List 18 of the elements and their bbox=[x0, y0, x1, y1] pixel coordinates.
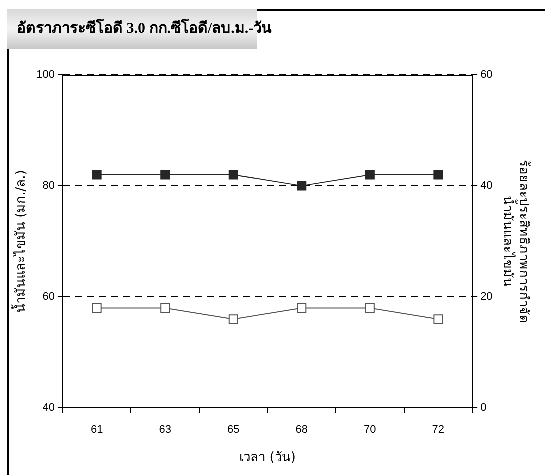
y-tick-label: 80 bbox=[42, 180, 55, 192]
y2-tick-label: 40 bbox=[480, 180, 493, 192]
y-axis-title: น้ำมันและไขมัน (มก./ล.) bbox=[11, 170, 30, 314]
y2-tick-label: 60 bbox=[480, 69, 493, 82]
y2-tick-label: 0 bbox=[480, 402, 487, 414]
y-tick-label: 100 bbox=[36, 69, 55, 82]
x-tick-label: 68 bbox=[296, 424, 308, 436]
x-tick-label: 61 bbox=[90, 424, 104, 436]
y2-axis-title: ร้อยละประสิทธิภาพการกำจัด น้ำมันและไขมัน bbox=[500, 160, 531, 324]
chart-title: อัตราภาระซีโอดี 3.0 กก.ซีโอดี/ลบ.ม.-วัน bbox=[16, 18, 272, 39]
x-tick-label: 63 bbox=[159, 424, 172, 436]
x-tick-label: 72 bbox=[432, 424, 445, 436]
x-tick-label: 65 bbox=[228, 424, 240, 436]
x-axis-title: เวลา (วัน) bbox=[240, 450, 296, 466]
y2-tick-label: 20 bbox=[480, 291, 493, 304]
y-tick-label: 60 bbox=[42, 291, 55, 304]
y-tick-label: 40 bbox=[42, 402, 55, 414]
x-tick-label: 70 bbox=[364, 424, 376, 436]
